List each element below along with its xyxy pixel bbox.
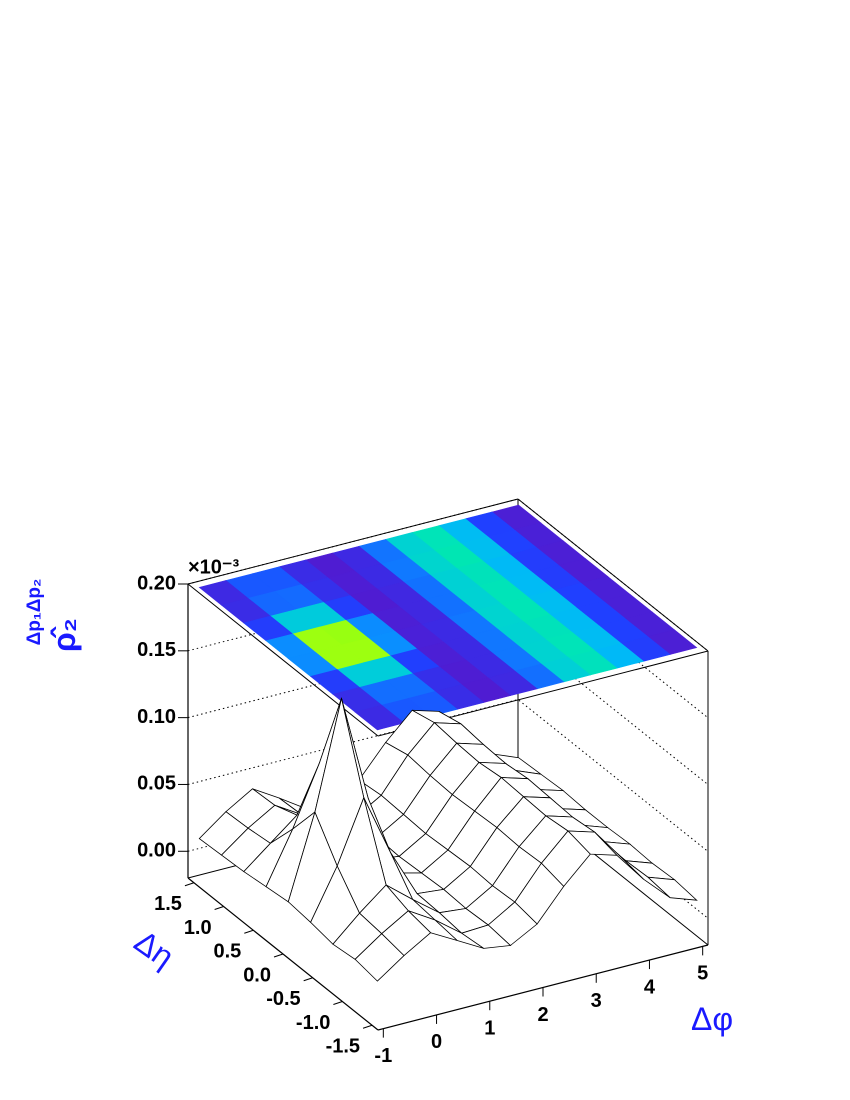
axes: 0.00 0.05 0.10 0.15 0.20 1.51.00.50.0-0.5-1.0… (137, 572, 708, 1067)
x-tick-label: 3 (591, 990, 602, 1012)
x-tick-label: 4 (644, 976, 656, 998)
y-tick-label: -1.0 (296, 1012, 330, 1034)
top-projection (198, 504, 698, 731)
x-tick-label: -1 (374, 1045, 392, 1067)
x-tick-label: 1 (484, 1017, 495, 1039)
x-label: Δφ (691, 1001, 733, 1037)
z-label-denominator: Δp₁Δp₂ (24, 579, 45, 646)
y-label: Δη (128, 923, 181, 975)
projection-cell (354, 704, 405, 731)
multiplier: ×10⁻³ (188, 556, 239, 578)
grid-line (187, 632, 709, 785)
z-tick-label: 0.10 (137, 706, 176, 728)
box-edge (517, 498, 709, 652)
surface-cell (354, 933, 405, 982)
z-tick-label: 0.00 (137, 840, 176, 862)
grid-line (187, 498, 709, 652)
y-tick (244, 929, 254, 934)
y-tick (362, 1024, 373, 1029)
surface-cell (646, 876, 698, 901)
y-tick-label: -1.5 (326, 1036, 360, 1058)
z-tick-label: 0.05 (137, 773, 176, 795)
x-tick-label: 5 (697, 963, 708, 985)
y-tick-label: 0.5 (214, 941, 242, 963)
y-tick (303, 977, 313, 982)
surface (198, 697, 698, 982)
y-tick (333, 1001, 343, 1005)
y-tick-label: -0.5 (266, 988, 300, 1010)
z-tick-label: 0.20 (137, 572, 176, 594)
box-edge (187, 583, 379, 737)
y-tick-label: 1.5 (154, 893, 182, 915)
grid-line (187, 698, 709, 852)
y-tick (184, 882, 195, 887)
y-tick (273, 953, 284, 958)
y-tick-label: 0.0 (243, 964, 271, 986)
x-tick-label: 0 (431, 1031, 442, 1053)
z-tick-label: 0.15 (137, 639, 176, 661)
x-tick-label: 2 (537, 1004, 548, 1026)
y-tick-label: 1.0 (184, 917, 212, 939)
y-tick (214, 906, 224, 910)
z-label: ρ̂₂ (46, 618, 82, 652)
